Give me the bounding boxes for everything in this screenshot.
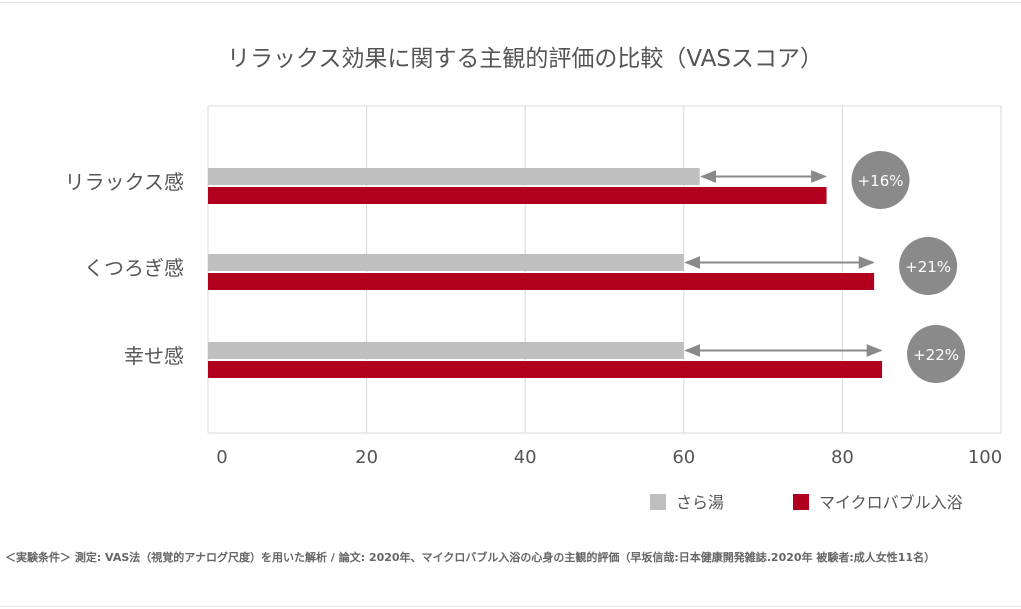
- difference-label: +16%: [858, 172, 904, 190]
- x-tick-label-100: 100: [968, 447, 1002, 468]
- category-label: リラックス感: [65, 170, 184, 194]
- difference-label: +21%: [905, 258, 951, 276]
- category-label: 幸せ感: [124, 344, 184, 368]
- bar-microbubble: [208, 361, 883, 378]
- difference-badge: [907, 325, 966, 383]
- x-tick-label-20: 20: [355, 447, 378, 468]
- bar-microbubble: [208, 273, 875, 290]
- bottom-divider: [0, 606, 1021, 607]
- bars-layer: [208, 151, 966, 383]
- labels-layer: 0 20 40 60 80 100 リラックス感 +16% くつろぎ感 +21% 幸せ感 +22%: [65, 170, 1003, 468]
- top-divider: [0, 2, 1021, 3]
- bar-sarayu: [208, 254, 684, 271]
- x-tick-label-40: 40: [514, 447, 537, 468]
- chart-title: リラックス効果に関する主観的評価の比較（VASスコア）: [227, 46, 823, 72]
- legend-swatch-sarayu: [650, 494, 666, 510]
- x-tick-label-0: 0: [216, 447, 227, 468]
- difference-label: +22%: [913, 346, 959, 364]
- category-label: くつろぎ感: [84, 256, 184, 280]
- difference-badge: [851, 151, 910, 209]
- x-tick-label-60: 60: [672, 447, 695, 468]
- legend: さら湯 マイクロバブル入浴: [650, 493, 963, 512]
- legend-label-sarayu: さら湯: [676, 493, 724, 512]
- difference-badge: [899, 237, 958, 295]
- legend-swatch-microbubble: [793, 494, 809, 510]
- legend-label-microbubble: マイクロバブル入浴: [819, 493, 963, 512]
- grid-layer: [207, 105, 1002, 434]
- bar-sarayu: [208, 342, 684, 359]
- bar-microbubble: [208, 187, 827, 204]
- footnote: ＜実験条件＞ 測定: VAS法（視覚的アナログ尺度）を用いた解析 / 論文: 2…: [5, 550, 935, 564]
- bar-sarayu: [208, 168, 700, 185]
- x-tick-label-80: 80: [831, 447, 854, 468]
